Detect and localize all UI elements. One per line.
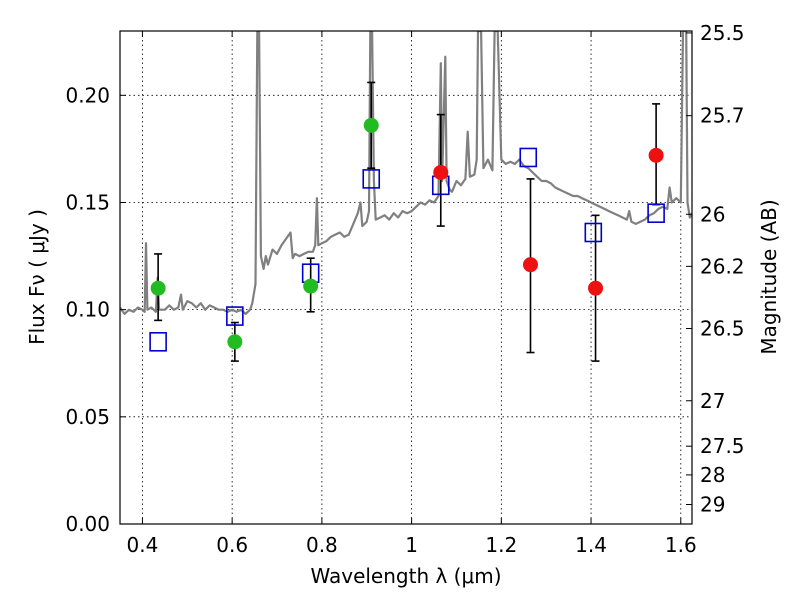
y2-tick-label: 29 [700, 492, 725, 516]
observed-point-red [433, 164, 449, 180]
observed-point-red [522, 257, 538, 273]
spectrum [120, 31, 692, 315]
y2-tick-label: 26.2 [700, 254, 745, 278]
y2-tick-label: 27 [700, 389, 725, 413]
model-square [226, 306, 244, 326]
observed-point-red [648, 147, 664, 163]
x-axis-label: Wavelength λ (μm) [310, 564, 501, 588]
model-square [647, 203, 665, 223]
x-tick-label: 1.6 [665, 533, 697, 557]
y-tick-label: 0.05 [65, 405, 110, 429]
x-tick-label: 0.6 [216, 533, 248, 557]
observed-point-green [303, 278, 319, 294]
observed-point-green [227, 334, 243, 350]
x-tick-label: 1.4 [575, 533, 607, 557]
model-square [149, 332, 167, 352]
observed-point-green [150, 280, 166, 296]
y-tick-label: 0.00 [65, 512, 110, 536]
plot-frame [119, 30, 693, 525]
x-tick-label: 1 [405, 533, 418, 557]
secondary-y-axis-label: Magnitude (AB) [757, 199, 781, 354]
y2-tick-label: 27.5 [700, 434, 745, 458]
model-square [362, 169, 381, 189]
spectrum-line [120, 31, 692, 315]
y2-tick-label: 25.7 [700, 104, 745, 128]
y2-tick-label: 26.5 [700, 317, 745, 341]
observed-point-green [363, 117, 379, 133]
y-tick-label: 0.15 [65, 190, 110, 214]
error-bars [154, 81, 661, 362]
y2-tick-label: 28 [700, 463, 725, 487]
markers [149, 117, 665, 352]
y2-tick-label: 25.5 [700, 21, 745, 45]
x-tick-label: 1.2 [485, 533, 517, 557]
grid [120, 31, 692, 525]
y-axis-label: Flux Fν ( μJy ) [25, 209, 49, 345]
observed-point-red [588, 280, 604, 296]
model-square [519, 147, 538, 168]
y-tick-label: 0.10 [65, 298, 110, 322]
ticks: 0.4 0.6 0.8 1 1.2 1.4 1.6 0.00 0.05 0.10 0.15 0.20 2… [65, 21, 744, 557]
model-square [584, 222, 603, 243]
y-tick-label: 0.20 [65, 83, 110, 107]
x-tick-label: 0.4 [127, 533, 159, 557]
x-tick-label: 0.8 [306, 533, 338, 557]
y2-tick-label: 26 [700, 202, 725, 226]
